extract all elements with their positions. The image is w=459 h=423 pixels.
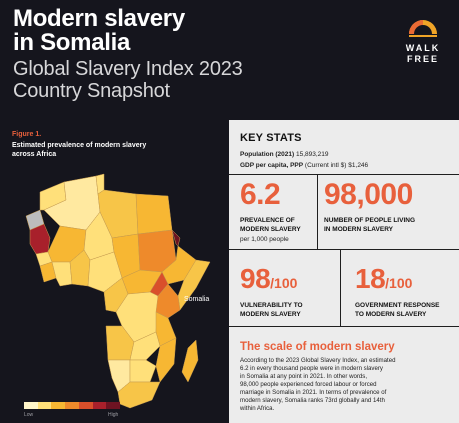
prevalence-label: PREVALENCE OF MODERN SLAVERY <box>240 216 301 234</box>
title-line-1: Modern slavery <box>13 5 185 32</box>
legend-swatch <box>51 402 66 409</box>
map-legend-scale <box>24 402 121 409</box>
scale-line: in Somalia at any point in 2021. In othe… <box>240 373 368 380</box>
vulnerability-denominator: /100 <box>270 275 298 291</box>
key-stats-heading: KEY STATS <box>240 132 302 144</box>
stats-divider-top <box>229 174 459 175</box>
africa-map <box>25 173 211 409</box>
vulnerability-score: 98/100 <box>240 263 297 295</box>
people-label-line-1: NUMBER OF PEOPLE LIVING <box>324 217 416 224</box>
subtitle-line-2: Country Snapshot <box>13 80 170 102</box>
response-score: 18/100 <box>355 263 412 295</box>
gdp-stat: GDP per capita, PPP (Current intl $) $1,… <box>240 162 368 169</box>
walk-free-logo: WALK FREE <box>395 10 451 66</box>
page-header: Modern slavery in Somalia Global Slavery… <box>0 0 459 120</box>
prevalence-sub: per 1,000 people <box>240 236 289 243</box>
people-label: NUMBER OF PEOPLE LIVING IN MODERN SLAVER… <box>324 216 415 234</box>
stats-divider-v1 <box>317 174 318 249</box>
scale-line: modern slavery, Somalia ranks 73rd globa… <box>240 397 385 404</box>
scale-heading: The scale of modern slavery <box>240 341 395 353</box>
gdp-value: $1,246 <box>348 162 369 169</box>
legend-swatch <box>24 402 38 409</box>
scale-line: marriage in Somalia in 2021. In terms of… <box>240 389 387 396</box>
response-label: GOVERNMENT RESPONSE TO MODERN SLAVERY <box>355 301 440 319</box>
prevalence-value: 6.2 <box>240 178 281 211</box>
gdp-unit: (Current intl $) <box>304 162 347 169</box>
map-region-zambia <box>129 331 161 361</box>
map-region-ivory-coast <box>51 261 73 287</box>
vulnerability-label-line-1: VULNERABILITY TO <box>240 302 303 309</box>
page-title: Modern slavery in Somalia <box>13 7 185 55</box>
map-region-botswana <box>129 359 157 383</box>
figure-label: Figure 1. <box>12 131 42 138</box>
scale-paragraph: According to the 2023 Global Slavery Ind… <box>240 357 452 413</box>
map-region-mozambique <box>155 337 177 383</box>
map-region-egypt <box>135 193 173 235</box>
scale-line: According to the 2023 Global Slavery Ind… <box>240 357 396 364</box>
people-value: 98,000 <box>324 178 413 211</box>
population-value: 15,893,219 <box>296 151 329 158</box>
logo-text-walk: WALK <box>405 43 441 53</box>
population-label: Population (2021) <box>240 151 295 158</box>
response-label-line-2: TO MODERN SLAVERY <box>355 311 427 318</box>
legend-swatch <box>92 402 107 409</box>
logo-text-free: FREE <box>406 54 439 64</box>
legend-swatch <box>78 402 93 409</box>
vulnerability-label-line-2: MODERN SLAVERY <box>240 311 301 318</box>
scale-line: within Africa. <box>240 405 275 412</box>
figure-caption: Estimated prevalence of modern slavery a… <box>12 142 147 158</box>
scale-line: 6.2 in every thousand people were in mod… <box>240 365 383 372</box>
sunrise-logo-icon <box>409 20 437 37</box>
key-stats-panel: KEY STATS Population (2021) 15,893,219 G… <box>229 120 459 423</box>
scale-line: 98,000 people experienced forced labour … <box>240 381 377 388</box>
people-label-line-2: IN MODERN SLAVERY <box>324 226 393 233</box>
response-label-line-1: GOVERNMENT RESPONSE <box>355 302 440 309</box>
map-region-madagascar <box>181 339 199 383</box>
response-value: 18 <box>355 263 386 294</box>
stats-divider-bottom <box>229 326 459 327</box>
legend-low-label: Low <box>24 412 34 418</box>
response-denominator: /100 <box>385 275 413 291</box>
stats-divider-v2 <box>340 249 341 326</box>
subtitle-line-1: Global Slavery Index 2023 <box>13 58 243 80</box>
stats-divider-middle <box>229 249 459 250</box>
prevalence-label-line-1: PREVALENCE OF <box>240 217 295 224</box>
legend-high-label: High <box>108 412 119 418</box>
map-region-south-africa <box>117 381 161 409</box>
somalia-map-label: Somalia <box>184 296 210 303</box>
vulnerability-label: VULNERABILITY TO MODERN SLAVERY <box>240 301 303 319</box>
gdp-label: GDP per capita, PPP <box>240 162 304 169</box>
legend-swatch <box>65 402 79 409</box>
prevalence-label-line-2: MODERN SLAVERY <box>240 226 301 233</box>
population-stat: Population (2021) 15,893,219 <box>240 151 329 158</box>
africa-map-panel: Figure 1. Estimated prevalence of modern… <box>0 120 229 423</box>
title-line-2: in Somalia <box>13 29 131 56</box>
legend-swatch <box>37 402 52 409</box>
page-subtitle: Global Slavery Index 2023 Country Snapsh… <box>13 58 243 102</box>
vulnerability-value: 98 <box>240 263 271 294</box>
legend-swatch <box>106 402 121 409</box>
map-region-nigeria <box>87 251 123 293</box>
map-region-mauritania <box>29 223 51 255</box>
